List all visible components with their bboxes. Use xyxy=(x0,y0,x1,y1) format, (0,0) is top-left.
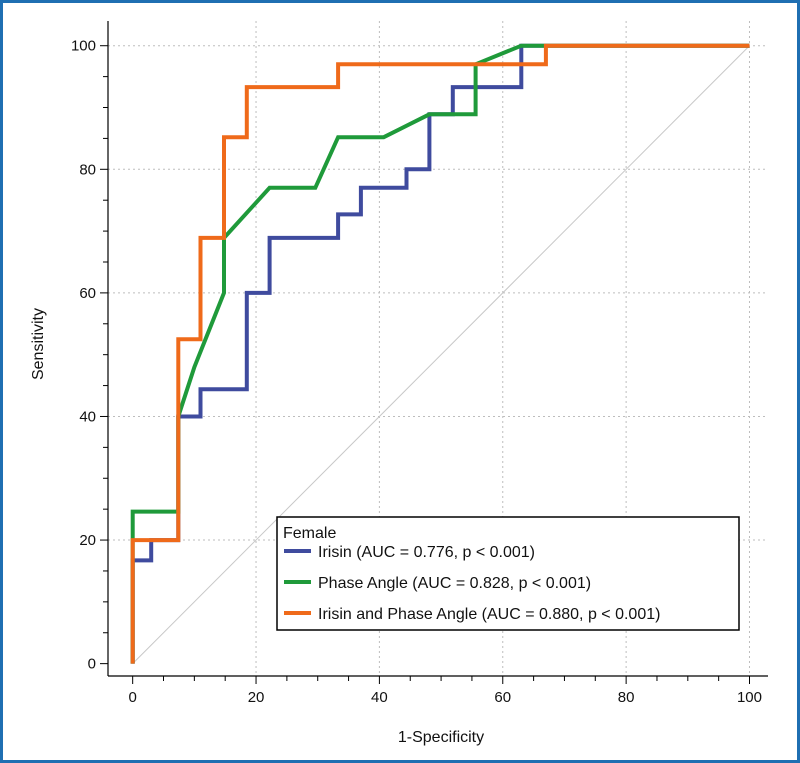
x-tick-label: 60 xyxy=(494,689,511,706)
y-tick-label: 60 xyxy=(79,285,96,302)
y-tick-label: 20 xyxy=(79,532,96,549)
legend-title: Female xyxy=(283,525,336,542)
y-tick-label: 0 xyxy=(88,656,96,673)
legend-label-3: Irisin and Phase Angle (AUC = 0.880, p <… xyxy=(318,606,660,623)
legend-box xyxy=(276,516,740,631)
series-line-3 xyxy=(130,43,750,664)
x-tick-label: 0 xyxy=(129,689,137,706)
x-tick-label: 20 xyxy=(248,689,265,706)
y-tick-label: 100 xyxy=(71,38,96,55)
reference-diagonal-line xyxy=(132,45,750,664)
x-tick-label: 40 xyxy=(371,689,388,706)
y-tick-label: 40 xyxy=(79,408,96,425)
series-layer xyxy=(130,43,750,664)
legend: Female Irisin (AUC = 0.776, p < 0.001) Ph… xyxy=(276,516,740,631)
axes: 0 20 40 60 80 100 0 20 40 60 80 100 xyxy=(71,21,768,706)
legend-label-1: Irisin (AUC = 0.776, p < 0.001) xyxy=(318,544,535,561)
x-axis-title: 1-Specificity xyxy=(398,729,484,746)
legend-label-2: Phase Angle (AUC = 0.828, p < 0.001) xyxy=(318,575,591,592)
x-tick-label: 80 xyxy=(618,689,635,706)
y-tick-label: 80 xyxy=(79,161,96,178)
y-axis-title: Sensitivity xyxy=(30,308,47,380)
legend-entries: Irisin (AUC = 0.776, p < 0.001) Phase Ang… xyxy=(284,544,660,623)
x-tick-label: 100 xyxy=(737,689,762,706)
